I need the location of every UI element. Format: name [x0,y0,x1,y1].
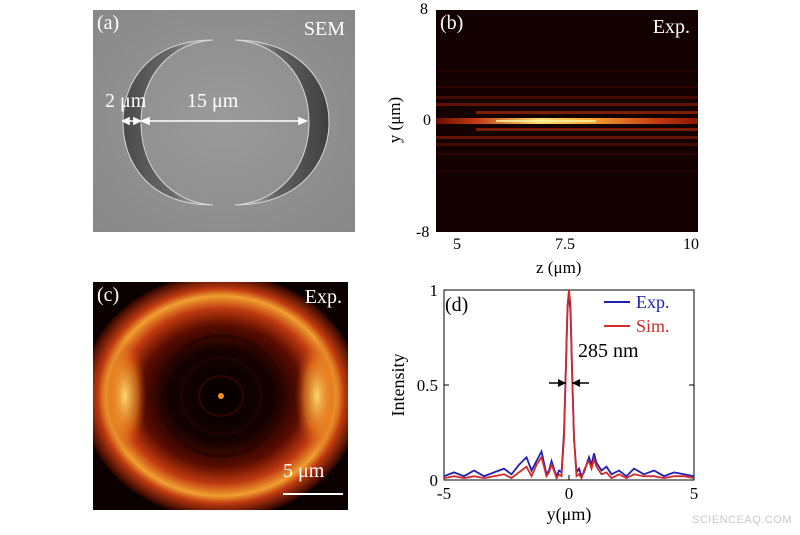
series-line-sim [443,289,695,481]
left-bright-lobe [103,338,147,454]
panel-c-focal-pattern: (c) Exp. 5 μm [81,274,361,518]
y-tick-label: 0 [430,471,439,490]
y-tick-label: 0.5 [417,376,438,395]
zy-intensity-map [436,10,698,232]
watermark: SCIENCEAQ.COM [691,514,792,526]
panel-d-label: (d) [445,294,469,316]
fwhm-arrowhead-right [572,379,580,387]
x-tick-label: -5 [437,484,451,503]
panel-c-tag: Exp. [304,286,342,308]
panel-b-xlabel: z (μm) [536,258,582,277]
right-crescent-slit [234,39,330,206]
panel-a-sem-image: (a) SEM 2 μm 15 μm [93,10,355,232]
panel-b-ytick-bottom: -8 [416,224,430,241]
legend-label-exp: Exp. [636,292,670,312]
fwhm-annotation: 285 nm [578,340,639,362]
focal-plane-image [81,274,361,518]
x-axis-label: y(μm) [547,504,592,525]
x-tick-label: 5 [690,484,699,503]
side-lobes [436,70,698,172]
dim-large-label: 15 μm [187,90,239,112]
scalebar-label: 5 μm [283,460,325,482]
panel-d-profile-chart: -5 0 5 0 0.5 1 y(μm) Intensity Exp. Sim. (d) 285… [380,281,710,530]
right-bright-lobe [295,338,339,454]
panel-b-heatmap: (b) Exp. [436,10,698,232]
panel-b-ytick-top: 8 [420,1,428,18]
fwhm-arrowhead-left [558,379,566,387]
panel-b-label: (b) [440,12,464,34]
panel-b-tag: Exp. [652,16,690,38]
panel-a-label: (a) [97,12,120,34]
y-axis-label: Intensity [388,354,408,417]
dimension-arrows [121,116,309,126]
panel-b-ylabel: y (μm) [385,96,404,144]
panel-b-ytick-mid: 0 [423,112,431,129]
panel-b-xtick-3: 10 [683,236,699,253]
panel-b-xtick-2: 7.5 [555,236,575,253]
dim-small-label: 2 μm [105,90,147,112]
legend-label-sim: Sim. [636,316,670,336]
x-tick-label: 0 [565,484,574,503]
central-focal-spot [218,393,224,399]
panel-c-label: (c) [97,284,120,306]
panel-a-tag: SEM [303,18,345,40]
intensity-profile-plot: -5 0 500.51y(μm)Intensity Exp.Sim. [388,281,699,525]
y-tick-label: 1 [430,282,439,300]
sem-micrograph [93,10,355,232]
left-crescent-slit [122,39,214,206]
panel-b-xtick-1: 5 [453,236,461,253]
